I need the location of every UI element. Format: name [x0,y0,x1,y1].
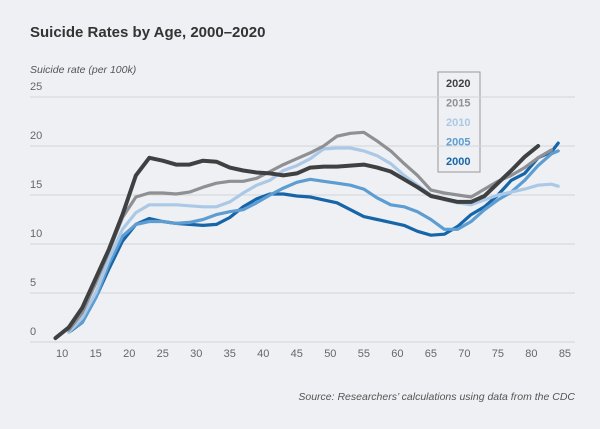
legend-entry: 2015 [446,97,470,109]
legend-entry: 2010 [446,117,470,129]
y-tick-label: 25 [30,81,42,93]
legend-entry: 2005 [446,136,470,148]
x-tick-label: 15 [90,348,102,360]
x-tick-label: 60 [391,348,403,360]
legend-entry: 2020 [446,78,470,90]
x-tick-label: 65 [425,348,437,360]
y-tick-label: 5 [30,277,36,289]
y-tick-label: 15 [30,179,42,191]
y-axis-label: Suicide rate (per 100k) [30,64,136,76]
series-line [67,141,560,334]
x-tick-label: 20 [123,348,135,360]
x-tick-label: 50 [324,348,336,360]
series-line [53,144,541,341]
x-tick-label: 55 [358,348,370,360]
x-tick-label: 80 [525,348,537,360]
series-line [67,130,554,332]
x-tick-label: 70 [458,348,470,360]
y-tick-label: 0 [30,326,36,338]
x-tick-label: 75 [492,348,504,360]
x-tick-label: 45 [291,348,303,360]
series-line [67,146,560,334]
chart-title: Suicide Rates by Age, 2000–2020 [30,24,265,41]
series-line [67,149,560,333]
x-tick-label: 85 [559,348,571,360]
source-note: Source: Researchers’ calculations using … [298,391,575,403]
legend-entry: 2000 [446,156,470,168]
x-tick-label: 35 [224,348,236,360]
y-tick-label: 10 [30,228,42,240]
legend-box [437,71,481,173]
x-tick-label: 25 [157,348,169,360]
x-tick-label: 30 [190,348,202,360]
y-tick-label: 20 [30,130,42,142]
x-tick-label: 40 [257,348,269,360]
x-tick-label: 10 [56,348,68,360]
